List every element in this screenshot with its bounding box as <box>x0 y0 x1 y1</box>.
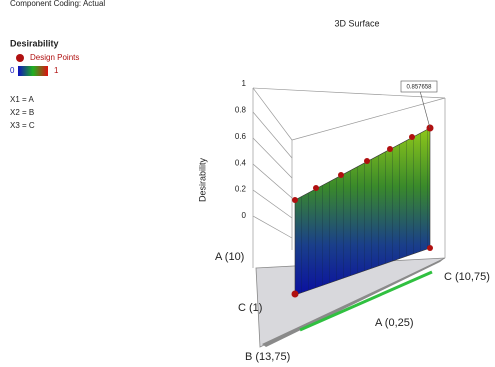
annotation-leader <box>419 90 431 129</box>
design-point <box>409 134 415 140</box>
design-point <box>387 146 393 152</box>
legend-title: Desirability <box>10 38 59 48</box>
axis-label: C (10,75) <box>444 271 490 283</box>
axis-box <box>252 87 446 268</box>
floor-highlight <box>299 270 433 332</box>
chart-title: 3D Surface <box>334 18 379 28</box>
z-tick-label: 1 <box>242 79 247 88</box>
annotation-box <box>400 80 438 93</box>
floor-edge <box>262 258 445 347</box>
z-tick-label: 0.2 <box>235 185 247 194</box>
z-tick-label: 0.6 <box>235 132 247 141</box>
axis-label: B (13,75) <box>245 351 290 363</box>
z-tick-label: 0.8 <box>235 106 247 115</box>
design-point <box>427 245 433 251</box>
design-points <box>291 124 434 298</box>
design-point <box>291 290 299 298</box>
coding-text: Component Coding: Actual <box>10 0 105 8</box>
factor: X1 = A <box>10 95 34 104</box>
design-point <box>364 158 370 164</box>
z-tick-label: 0 <box>242 211 247 220</box>
z-ticks: 1 0.8 0.6 0.4 0.2 0 <box>235 79 247 220</box>
scale-min: 0 <box>10 66 15 75</box>
design-point <box>338 172 344 178</box>
design-point <box>313 185 319 191</box>
z-axis-label: Desirability <box>197 157 207 202</box>
design-point <box>292 197 298 203</box>
scale-max: 1 <box>54 66 59 75</box>
z-tick-label: 0.4 <box>235 158 247 167</box>
factor: X3 = C <box>10 121 35 130</box>
annotation: 0.857658 <box>406 85 432 91</box>
color-bar <box>18 66 48 76</box>
legend-points: Design Points <box>30 53 79 62</box>
legend-point-icon <box>16 54 24 62</box>
factor: X2 = B <box>10 108 34 117</box>
axis-label: A (0,25) <box>375 317 414 329</box>
axis-label: A (10) <box>215 251 244 263</box>
axis-label: C (1) <box>238 302 262 314</box>
